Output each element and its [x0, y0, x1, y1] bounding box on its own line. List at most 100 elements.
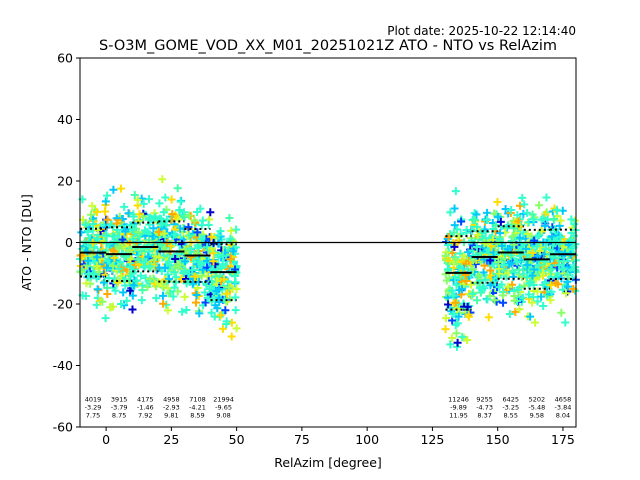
- data-point: [149, 224, 158, 233]
- data-point: [95, 267, 104, 276]
- data-point: [547, 265, 556, 274]
- data-point: [157, 240, 166, 249]
- data-point: [441, 251, 450, 260]
- data-point: [534, 261, 543, 270]
- bin-stat-label: -3.29: [85, 403, 102, 411]
- data-point: [190, 216, 199, 225]
- data-point: [84, 256, 93, 265]
- data-point: [139, 257, 148, 266]
- data-point: [108, 232, 117, 241]
- data-point: [481, 275, 490, 284]
- data-point: [159, 299, 168, 308]
- data-point: [451, 298, 460, 307]
- data-point: [535, 201, 544, 210]
- bin-stat-label: -1.46: [137, 403, 154, 411]
- data-point: [232, 285, 241, 294]
- data-point: [464, 312, 473, 321]
- bin-stat-label: -9.89: [450, 403, 467, 411]
- data-point: [522, 273, 531, 282]
- data-point: [504, 282, 513, 291]
- data-point: [155, 199, 164, 208]
- data-point: [552, 205, 561, 214]
- data-point: [444, 300, 453, 309]
- data-point: [451, 187, 460, 196]
- data-point: [458, 284, 466, 293]
- data-point: [532, 242, 541, 251]
- data-point: [517, 221, 526, 230]
- data-point: [452, 329, 461, 338]
- data-point: [121, 227, 130, 236]
- data-point: [516, 239, 525, 248]
- data-point: [138, 286, 147, 295]
- data-point: [475, 284, 484, 293]
- data-point: [556, 233, 565, 242]
- data-point: [451, 255, 460, 264]
- data-point: [181, 257, 190, 266]
- y-tick-label: -60: [53, 420, 73, 435]
- data-point: [203, 272, 212, 281]
- data-point: [442, 276, 451, 285]
- y-tick-label: -40: [53, 358, 73, 373]
- data-point: [169, 292, 178, 301]
- x-tick-label: 50: [229, 432, 245, 447]
- data-point: [173, 184, 182, 193]
- data-point: [195, 258, 204, 267]
- bin-stat-label: 5202: [529, 395, 546, 403]
- data-point: [231, 272, 240, 281]
- data-point: [571, 263, 580, 272]
- data-point: [208, 294, 217, 303]
- data-point: [514, 285, 523, 294]
- data-point: [494, 212, 503, 221]
- data-point: [207, 244, 216, 253]
- data-point: [129, 281, 138, 290]
- bin-stat-label: 8.59: [190, 411, 204, 419]
- data-point: [171, 254, 180, 263]
- bin-stat-label: -3.84: [555, 403, 572, 411]
- y-axis-ticks: -60 -40 -20 0 20 40 60: [53, 51, 80, 435]
- data-point: [124, 209, 133, 218]
- data-point: [227, 226, 236, 235]
- data-point: [218, 324, 227, 333]
- data-point: [134, 228, 143, 237]
- y-axis-label: ATO - NTO [DU]: [19, 194, 34, 291]
- bin-stat-label: 11.95: [449, 411, 468, 419]
- data-point: [140, 226, 149, 235]
- data-point: [137, 296, 146, 305]
- data-point: [462, 277, 471, 286]
- data-point: [531, 318, 540, 327]
- data-point: [92, 262, 101, 271]
- data-point: [227, 318, 236, 327]
- data-point: [109, 185, 118, 194]
- data-point: [203, 243, 212, 252]
- data-point: [495, 234, 504, 243]
- data-point: [535, 246, 544, 255]
- data-point: [170, 283, 179, 292]
- data-point: [224, 283, 233, 292]
- data-point: [193, 228, 202, 237]
- data-point: [512, 257, 521, 266]
- data-point: [558, 265, 567, 274]
- bin-stat-label: 8.37: [477, 411, 491, 419]
- data-point: [453, 319, 462, 328]
- data-point: [555, 239, 564, 248]
- data-point: [99, 278, 108, 287]
- data-point: [567, 215, 576, 224]
- data-point: [546, 296, 555, 305]
- data-point: [81, 220, 90, 229]
- data-point: [533, 287, 542, 296]
- data-point: [454, 312, 463, 321]
- data-point: [539, 214, 548, 223]
- data-point: [104, 273, 113, 282]
- data-point: [184, 211, 193, 220]
- data-point: [192, 290, 201, 299]
- data-point: [82, 279, 91, 288]
- data-point: [493, 198, 502, 207]
- data-point: [221, 306, 230, 315]
- data-point: [209, 257, 218, 266]
- data-point: [197, 221, 206, 230]
- bin-stat-label: 21994: [213, 395, 234, 403]
- data-point: [563, 270, 572, 279]
- y-tick-label: 40: [57, 112, 73, 127]
- data-point: [516, 201, 525, 210]
- data-point: [152, 294, 161, 303]
